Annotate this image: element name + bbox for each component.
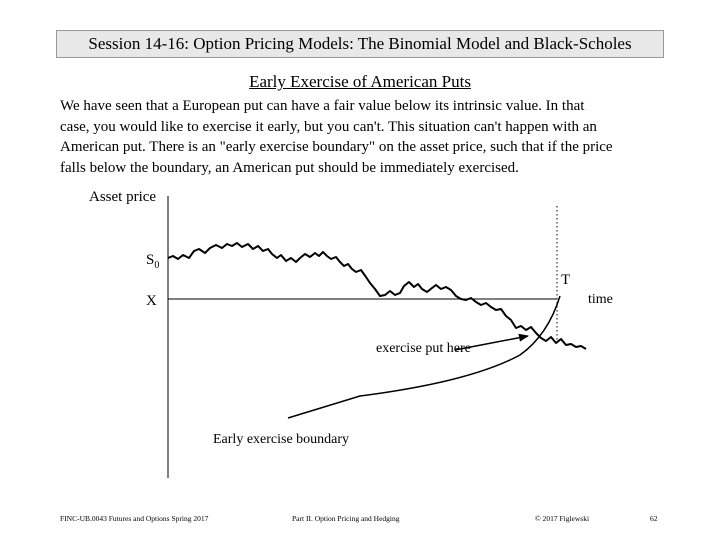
paragraph-line-1: We have seen that a European put can hav…	[60, 98, 585, 114]
footer-course: FINC-UB.0043 Futures and Options Spring …	[60, 514, 209, 523]
time-axis-label: time	[588, 292, 613, 307]
body-paragraph: We have seen that a European put can hav…	[60, 96, 670, 178]
expiration-label: T	[561, 272, 570, 288]
slide-subtitle: Early Exercise of American Puts	[249, 72, 471, 91]
boundary-label: Early exercise boundary	[213, 432, 349, 447]
paragraph-line-3: American put. There is an "early exercis…	[60, 139, 613, 155]
footer-part: Part II. Option Pricing and Hedging	[292, 514, 400, 523]
footer-page-number: 62	[650, 514, 658, 523]
asset-price-axis-label: Asset price	[89, 189, 156, 205]
s0-label: S0	[146, 252, 159, 271]
asset-price-path	[167, 242, 587, 350]
early-exercise-boundary-curve	[287, 295, 561, 419]
exercise-label: exercise put here	[376, 341, 471, 356]
s0-label-main: S	[146, 252, 154, 268]
paragraph-line-4: falls below the boundary, an American pu…	[60, 159, 519, 176]
slide-header-title: Session 14-16: Option Pricing Models: Th…	[88, 34, 632, 53]
footer-copyright: © 2017 Figlewski	[535, 514, 590, 523]
paragraph-line-2: case, you would like to exercise it earl…	[60, 118, 597, 135]
s0-label-subscript: 0	[154, 260, 159, 271]
exercise-arrow	[454, 333, 529, 351]
slide-header-bar: Session 14-16: Option Pricing Models: Th…	[56, 30, 664, 58]
strike-label: X	[146, 293, 157, 309]
